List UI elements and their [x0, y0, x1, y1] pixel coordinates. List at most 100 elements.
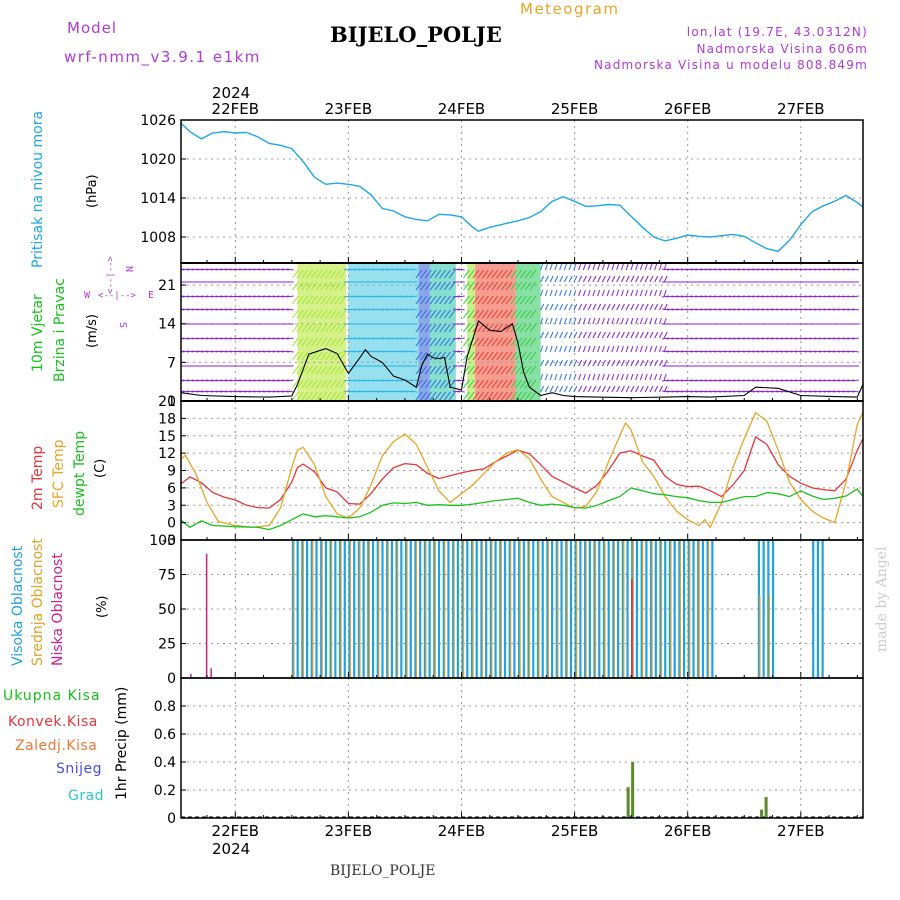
- wind-arrow: [296, 379, 304, 389]
- wind-arrow: [587, 359, 592, 367]
- wind-arrow: [559, 373, 563, 381]
- wind-arrow: [281, 390, 289, 393]
- wind-arrow: [439, 309, 447, 319]
- wind-arrow: [695, 295, 703, 298]
- wind-unit: (m/s): [85, 314, 100, 348]
- wind-arrow: [239, 390, 247, 393]
- wind-arrow: [592, 385, 597, 393]
- wind-arrow: [842, 390, 850, 393]
- wind-arrow: [372, 295, 380, 298]
- wind-arrow: [809, 379, 817, 382]
- wind-arrow: [818, 295, 826, 298]
- wind-arrow: [362, 308, 370, 311]
- wind-arrow: [737, 295, 745, 298]
- wind-arrow: [606, 303, 611, 311]
- wind-band: [515, 263, 541, 401]
- wind-arrow: [301, 323, 309, 333]
- wind-arrow: [386, 295, 394, 298]
- wind-arrow: [747, 295, 755, 298]
- wind-arrow: [813, 390, 821, 393]
- wind-arrow: [544, 373, 548, 381]
- wind-arrow: [842, 308, 850, 311]
- wind-arrow: [709, 295, 717, 298]
- wind-arrow: [630, 317, 634, 325]
- cloud-bar-high: [329, 540, 332, 678]
- wind-arrow: [578, 359, 583, 367]
- date-label-top: 24FEB: [438, 100, 485, 118]
- wind-arrow: [847, 350, 855, 353]
- cloud-bar-high: [305, 540, 309, 678]
- cloud-bar-high: [419, 540, 422, 678]
- wind-arrow: [780, 350, 788, 353]
- wind-arrow: [367, 350, 375, 353]
- cloud-bar-high: [395, 540, 398, 678]
- wind-arrow: [452, 295, 460, 298]
- wind-arrow: [676, 350, 684, 353]
- wind-arrow: [425, 351, 432, 361]
- wind-arrow: [587, 385, 592, 393]
- y-tick-label: 6: [167, 481, 176, 497]
- wind-speed-field: [297, 263, 541, 401]
- wind-arrow: [601, 317, 605, 325]
- wind-arrow: [429, 295, 437, 305]
- wind-arrow: [448, 365, 456, 375]
- wind-arrow: [425, 365, 432, 375]
- wind-arrow: [310, 351, 318, 361]
- wind-arrow: [837, 379, 845, 382]
- wind-arrow: [761, 350, 769, 353]
- wind-arrow: [415, 281, 423, 291]
- wind-arrow: [649, 345, 653, 353]
- wind-arrow: [520, 269, 527, 279]
- wind-arrow: [243, 337, 251, 340]
- wind-arrow: [510, 337, 518, 347]
- wind-arrow: [482, 337, 489, 347]
- wind-arrow: [482, 365, 489, 375]
- wind-arrow: [666, 337, 674, 340]
- wind-arrow: [549, 345, 553, 353]
- wind-arrow: [592, 317, 596, 325]
- cloud-bar-high: [423, 540, 426, 678]
- wind-arrow: [601, 263, 605, 271]
- wind-arrow: [671, 308, 679, 311]
- wind-arrow: [281, 308, 289, 311]
- wind-arrow: [847, 390, 855, 393]
- cloud-bar-high: [386, 540, 389, 678]
- wind-arrow: [804, 390, 812, 393]
- wind-arrow: [661, 390, 669, 393]
- cloud-bar-mid: [472, 540, 474, 678]
- y-tick-label: 1008: [140, 230, 176, 246]
- wind-arrow: [737, 379, 745, 382]
- wind-arrow: [496, 309, 504, 319]
- wind-arrow: [357, 390, 365, 393]
- wind-arrow: [448, 323, 456, 333]
- wind-arrow: [501, 391, 508, 401]
- wind-arrow: [775, 295, 783, 298]
- wind-arrow: [529, 269, 537, 279]
- wind-arrow: [463, 281, 470, 291]
- wind-arrow: [563, 331, 568, 339]
- wind-arrow: [563, 385, 568, 393]
- wind-arrow: [296, 391, 304, 401]
- wind-arrow: [813, 337, 821, 340]
- wind-arrow: [771, 268, 779, 271]
- wind-arrow: [515, 365, 523, 375]
- wind-arrow: [343, 350, 351, 353]
- wind-arrow: [847, 379, 855, 382]
- wind-arrow: [606, 345, 610, 353]
- wind-arrow: [723, 379, 731, 382]
- wind-arrow: [549, 317, 553, 325]
- wind-arrow: [306, 309, 314, 319]
- wind-arrow: [301, 379, 309, 389]
- wind-arrow: [425, 295, 432, 305]
- wind-arrow: [597, 275, 602, 283]
- wind-arrow: [649, 289, 653, 297]
- wind-arrow: [568, 331, 573, 339]
- wind-arrow: [420, 365, 428, 375]
- wind-arrow: [291, 269, 299, 279]
- wind-arrow: [733, 308, 741, 311]
- wind-arrow: [205, 350, 213, 353]
- wind-arrow: [362, 268, 370, 271]
- cloud-panel: [181, 540, 863, 678]
- cloud-bar-high: [551, 540, 554, 678]
